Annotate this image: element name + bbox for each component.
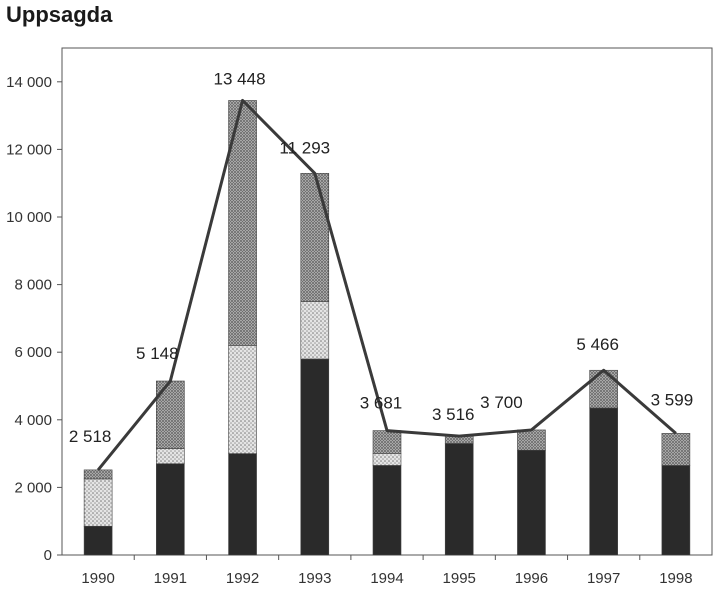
bar-segment-1 <box>228 345 257 454</box>
bar-segment-2 <box>300 172 330 302</box>
y-tick-label: 4 000 <box>14 412 52 429</box>
y-tick-label: 2 000 <box>14 479 52 496</box>
chart-title: Uppsagda <box>6 2 113 27</box>
data-label: 3 599 <box>651 390 694 409</box>
bar-segment-1 <box>156 448 185 465</box>
bar-segment-0 <box>300 358 330 556</box>
bar-segment-0 <box>661 465 691 556</box>
bar-segment-0 <box>517 449 546 556</box>
x-tick-label: 1995 <box>443 570 476 587</box>
data-label: 3 516 <box>432 405 475 424</box>
totals-line <box>96 98 677 471</box>
x-tick-label: 1994 <box>370 570 403 587</box>
bar-segment-0 <box>83 525 113 556</box>
bar-segment-1 <box>372 453 402 466</box>
bar-segment-2 <box>589 369 618 409</box>
data-label: 3 681 <box>360 394 403 413</box>
bar-segment-0 <box>372 465 402 556</box>
y-tick-label: 14 000 <box>6 74 52 91</box>
bar-segment-0 <box>228 453 257 556</box>
data-label: 5 466 <box>576 335 619 354</box>
x-tick-label: 1998 <box>659 570 692 587</box>
x-tick-label: 1997 <box>587 570 620 587</box>
data-label: 2 518 <box>69 427 112 446</box>
x-tick-label: 1991 <box>154 570 187 587</box>
data-label: 13 448 <box>214 69 266 88</box>
bar-segment-2 <box>372 430 402 454</box>
x-tick-label: 1992 <box>226 570 259 587</box>
y-tick-label: 12 000 <box>6 141 52 158</box>
bar-segment-2 <box>83 469 113 480</box>
x-tick-label: 1996 <box>515 570 548 587</box>
bar-segment-0 <box>589 407 618 556</box>
x-tick-label: 1993 <box>298 570 331 587</box>
bar-segment-0 <box>444 443 474 556</box>
bar-segment-2 <box>517 429 546 451</box>
y-tick-label: 8 000 <box>14 277 52 294</box>
bar-segment-1 <box>300 301 330 360</box>
data-label: 3 700 <box>480 393 523 412</box>
bar-segment-1 <box>83 478 113 527</box>
bar-segment-2 <box>661 433 691 466</box>
bar-segment-0 <box>156 463 185 556</box>
y-tick-label: 0 <box>44 547 52 564</box>
data-label: 11 293 <box>279 138 330 157</box>
y-tick-label: 6 000 <box>14 344 52 361</box>
data-label: 5 148 <box>136 344 179 363</box>
x-tick-label: 1990 <box>81 570 114 587</box>
y-tick-label: 10 000 <box>6 209 52 226</box>
